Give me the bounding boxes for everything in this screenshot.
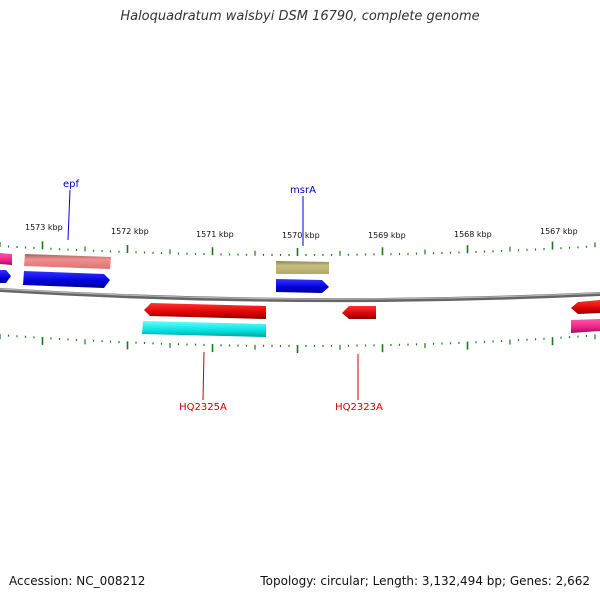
HQ2325A-leader-line bbox=[202, 351, 205, 401]
ruler-label-1568: 1568 kbp bbox=[454, 230, 492, 239]
gene-label-msrA[interactable]: msrA bbox=[290, 185, 316, 196]
rna-feature-pink-left-top[interactable] bbox=[0, 253, 12, 265]
gene-epf-feature[interactable] bbox=[24, 254, 111, 269]
cds-reverse-HQ2323A[interactable] bbox=[342, 306, 376, 319]
rna-feature-pink-right-bottom[interactable] bbox=[571, 319, 600, 333]
cds-forward-epf[interactable] bbox=[23, 271, 110, 288]
genome-summary-text: Topology: circular; Length: 3,132,494 bp… bbox=[260, 574, 590, 588]
tick-track-top bbox=[0, 241, 596, 256]
ruler-label-1571: 1571 kbp bbox=[196, 230, 234, 239]
cds-forward-msrA[interactable] bbox=[276, 279, 329, 293]
ruler-label-1567: 1567 kbp bbox=[540, 227, 578, 236]
ruler-label-1572: 1572 kbp bbox=[111, 227, 149, 236]
map-title: Haloquadratum walsbyi DSM 16790, complet… bbox=[120, 9, 480, 24]
cds-reverse-HQ2325A[interactable] bbox=[144, 303, 266, 319]
ruler-label-1573: 1573 kbp bbox=[25, 223, 63, 232]
cds-reverse-right-edge[interactable] bbox=[571, 300, 600, 314]
gene-label-epf[interactable]: epf bbox=[63, 179, 80, 190]
epf-leader-line bbox=[67, 189, 71, 241]
cds-forward-left-edge[interactable] bbox=[0, 270, 11, 283]
gene-label-HQ2323A[interactable]: HQ2323A bbox=[335, 402, 383, 413]
ruler-label-1569: 1569 kbp bbox=[368, 231, 406, 240]
genome-backbone-highlight bbox=[0, 288, 600, 300]
ruler-label-1570: 1570 kbp bbox=[282, 231, 320, 240]
genome-backbone bbox=[0, 288, 600, 303]
gene-msrA-feature[interactable] bbox=[276, 261, 329, 274]
gene-HQ2325A-feature[interactable] bbox=[142, 321, 266, 337]
tick-track-bottom bbox=[0, 334, 596, 353]
accession-text: Accession: NC_008212 bbox=[9, 574, 146, 588]
gene-label-HQ2325A[interactable]: HQ2325A bbox=[179, 402, 227, 413]
ruler-labels: 1573 kbp 1572 kbp 1571 kbp 1570 kbp 1569… bbox=[25, 223, 578, 240]
